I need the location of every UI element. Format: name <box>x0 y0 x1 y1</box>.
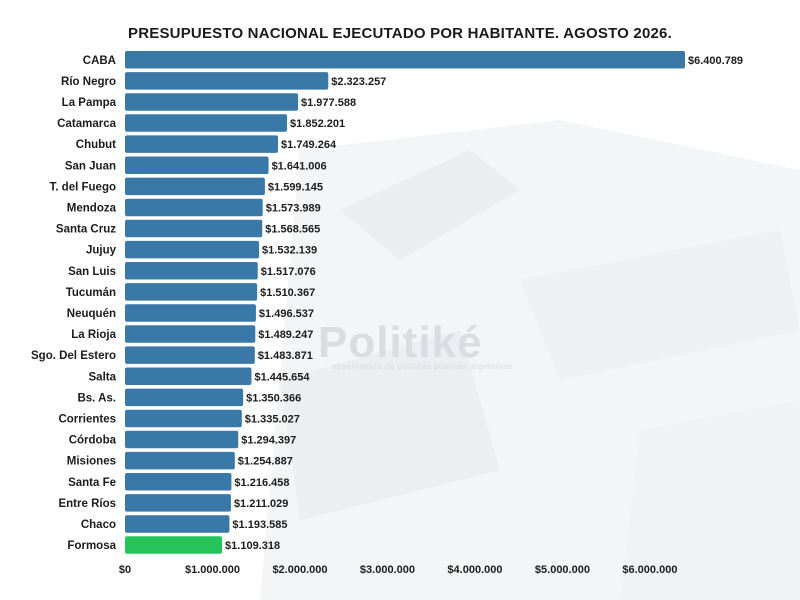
value-label: $1.109.318 <box>225 540 280 552</box>
value-label: $1.573.989 <box>266 202 321 214</box>
category-label: Río Negro <box>61 76 116 88</box>
category-label: Chubut <box>76 139 116 151</box>
bar <box>125 515 230 533</box>
category-label: La Pampa <box>62 97 117 109</box>
category-label: San Juan <box>65 160 116 172</box>
value-label: $1.489.247 <box>258 329 313 341</box>
bar <box>125 494 231 512</box>
category-label: Salta <box>89 371 117 383</box>
bar <box>125 325 256 343</box>
value-label: $1.568.565 <box>265 224 320 236</box>
bar <box>125 388 244 407</box>
category-label: San Luis <box>68 266 116 278</box>
bar <box>125 114 288 132</box>
value-label: $1.517.076 <box>261 266 316 278</box>
category-label: Entre Ríos <box>58 498 116 510</box>
x-tick-label: $2.000.000 <box>272 564 327 576</box>
watermark-tagline: observatorio de políticas públicas argen… <box>332 362 513 371</box>
chart-title: PRESUPUESTO NACIONAL EJECUTADO POR HABIT… <box>128 25 672 42</box>
value-label: $1.445.654 <box>254 371 310 383</box>
value-label: $1.641.006 <box>272 160 327 172</box>
bar <box>125 346 255 364</box>
value-label: $2.323.257 <box>331 76 386 88</box>
category-label: Santa Fe <box>68 477 116 489</box>
x-tick-label: $5.000.000 <box>535 564 590 576</box>
value-label: $1.216.458 <box>234 477 289 489</box>
bar <box>125 135 279 153</box>
bar <box>125 283 258 301</box>
category-label: Santa Cruz <box>56 224 116 236</box>
bar <box>125 262 258 280</box>
x-tick-label: $3.000.000 <box>360 564 415 576</box>
bar <box>125 367 252 385</box>
value-label: $1.599.145 <box>268 181 323 193</box>
bar <box>125 219 263 238</box>
value-label: $1.193.585 <box>232 519 287 531</box>
value-label: $1.350.366 <box>246 392 301 404</box>
category-label: La Rioja <box>71 329 116 341</box>
bar <box>125 430 239 449</box>
value-label: $1.496.537 <box>259 308 314 320</box>
bar <box>125 177 265 196</box>
bar <box>125 198 263 217</box>
category-label: Bs. As. <box>77 392 116 404</box>
category-label: Corrientes <box>58 413 116 425</box>
value-label: $1.483.871 <box>258 350 313 362</box>
value-label: $1.532.139 <box>262 245 317 257</box>
bar <box>125 473 232 491</box>
x-tick-label: $4.000.000 <box>447 564 502 576</box>
bar <box>125 304 256 322</box>
value-label: $1.510.367 <box>260 287 315 299</box>
bar <box>125 93 299 111</box>
category-label: Tucumán <box>66 287 116 299</box>
category-label: CABA <box>83 55 116 67</box>
category-label: Formosa <box>67 540 116 552</box>
category-label: Catamarca <box>57 118 116 130</box>
bar <box>125 536 223 554</box>
x-tick-label: $0 <box>119 564 131 576</box>
category-label: T. del Fuego <box>50 181 116 193</box>
value-label: $1.977.588 <box>301 97 356 109</box>
category-label: Mendoza <box>67 202 117 214</box>
category-label: Misiones <box>67 456 116 468</box>
watermark-logo: Politiké <box>318 318 483 367</box>
value-label: $1.254.887 <box>238 456 293 468</box>
value-label: $1.852.201 <box>290 118 345 130</box>
bar <box>125 240 260 259</box>
category-label: Córdoba <box>69 435 117 447</box>
value-label: $1.335.027 <box>245 413 300 425</box>
category-label: Neuquén <box>67 308 116 320</box>
bar <box>125 51 685 69</box>
value-label: $6.400.789 <box>688 55 743 67</box>
value-label: $1.749.264 <box>281 139 337 151</box>
bar <box>125 409 242 428</box>
category-label: Sgo. Del Estero <box>31 350 116 362</box>
value-label: $1.294.397 <box>241 435 296 447</box>
x-tick-label: $1.000.000 <box>185 564 240 576</box>
bar <box>125 72 329 90</box>
x-tick-label: $6.000.000 <box>622 564 677 576</box>
value-label: $1.211.029 <box>234 498 288 510</box>
bar <box>125 156 269 174</box>
bar <box>125 451 235 470</box>
category-label: Chaco <box>81 519 116 531</box>
category-label: Jujuy <box>86 245 117 257</box>
